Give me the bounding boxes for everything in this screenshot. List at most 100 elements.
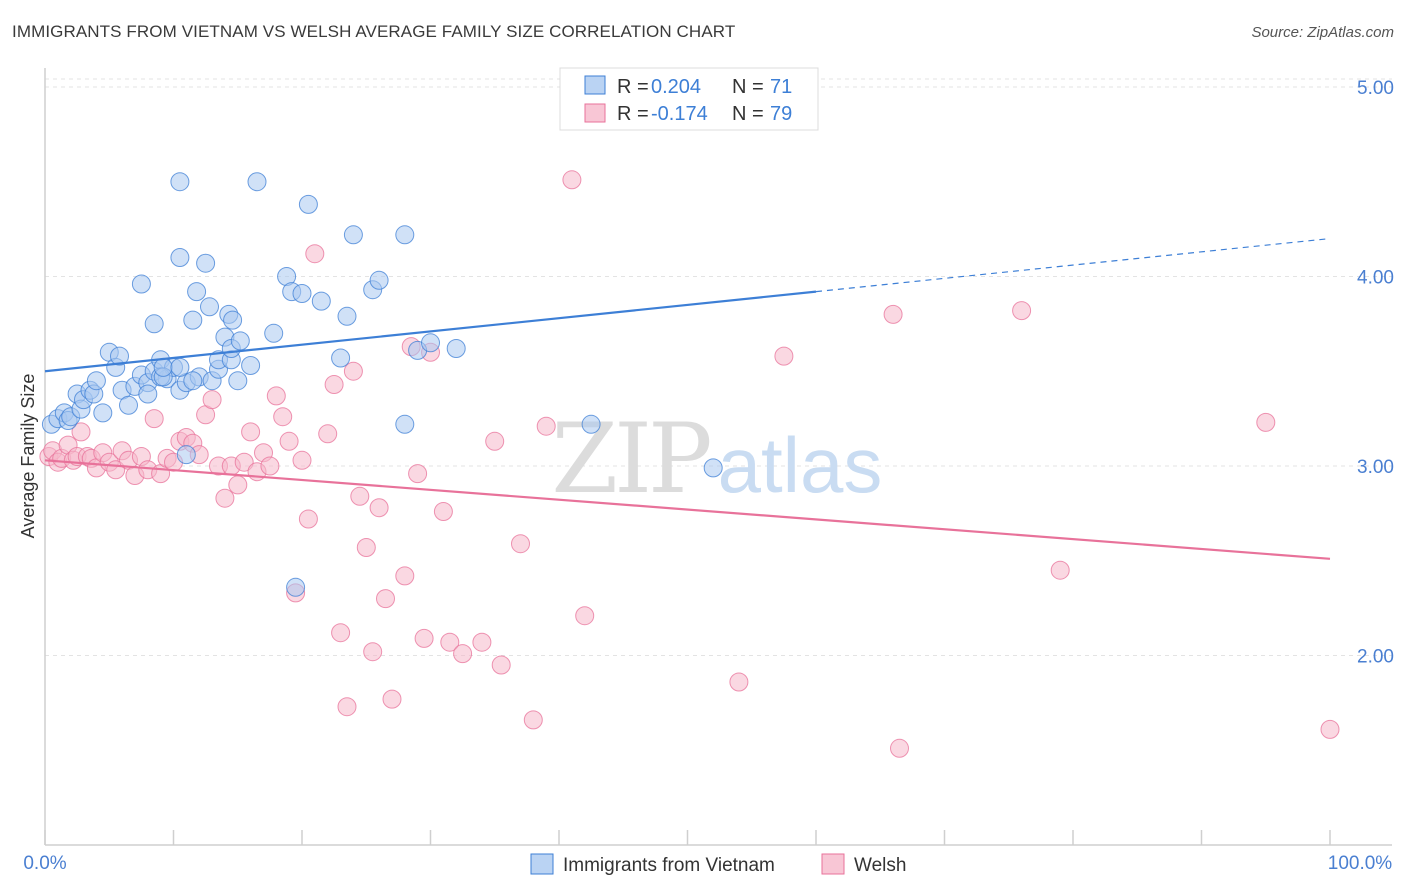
point-welsh [485, 431, 505, 451]
point-vietnam [187, 282, 207, 302]
point-welsh [234, 452, 254, 472]
watermark-atlas: atlas [718, 421, 883, 509]
legend-r-label-welsh: R = [617, 103, 649, 125]
point-welsh [343, 361, 363, 381]
point-welsh [774, 346, 794, 366]
legend-r-label-vietnam: R = [617, 76, 649, 98]
point-welsh [382, 689, 402, 709]
point-vietnam [446, 339, 466, 358]
point-welsh [318, 424, 338, 444]
point-welsh [350, 486, 370, 506]
point-vietnam [170, 357, 190, 377]
watermark: ZIP atlas [551, 403, 882, 515]
point-welsh [215, 488, 235, 508]
point-welsh [453, 644, 473, 664]
point-welsh [331, 623, 351, 643]
point-vietnam [228, 371, 248, 391]
legend-swatch-vietnam [584, 75, 606, 95]
point-vietnam [581, 414, 601, 434]
point-vietnam [337, 306, 357, 326]
point-vietnam [144, 314, 164, 334]
point-vietnam [119, 395, 138, 415]
point-vietnam [369, 270, 389, 290]
stats-legend: R = 0.204 N = 71 R = -0.174 N = 79 [559, 67, 819, 131]
point-welsh [440, 632, 460, 652]
trend-line-vietnam-extension [815, 237, 1331, 293]
point-welsh [144, 409, 164, 429]
y-axis-label: Average Family Size [18, 374, 38, 539]
point-vietnam [183, 310, 203, 330]
trend-line-welsh [44, 459, 1331, 560]
point-welsh [562, 170, 582, 190]
point-vietnam [153, 357, 173, 377]
point-welsh [363, 642, 383, 662]
point-vietnam [298, 194, 318, 214]
point-welsh [260, 456, 280, 476]
x-tick-label-min: 0.0% [23, 853, 66, 874]
x-tick-label-max: 100.0% [1328, 853, 1393, 874]
point-welsh [298, 509, 318, 529]
y-axis-tick-labels: 2.00 3.00 4.00 5.00 [1357, 78, 1394, 668]
legend-n-value-vietnam: 71 [770, 76, 792, 98]
point-welsh [279, 431, 299, 451]
point-vietnam [200, 297, 219, 317]
legend-n-value-welsh: 79 [770, 103, 792, 125]
x-axis-ticks [44, 830, 1331, 845]
point-vietnam [170, 172, 190, 192]
point-vietnam [170, 248, 190, 267]
point-vietnam [138, 384, 158, 404]
point-welsh [433, 502, 453, 521]
point-vietnam [86, 371, 106, 391]
point-welsh [575, 606, 595, 626]
point-welsh [241, 422, 261, 442]
trend-lines [44, 237, 1331, 560]
point-vietnam [247, 172, 267, 192]
point-welsh [472, 632, 492, 652]
legend-n-label-welsh: N = [732, 103, 764, 125]
point-welsh [408, 464, 428, 484]
point-welsh [523, 710, 543, 730]
point-vietnam [176, 445, 196, 465]
watermark-zip: ZIP [551, 403, 710, 515]
legend-swatch-welsh [584, 103, 606, 123]
point-welsh [491, 655, 511, 675]
point-vietnam [395, 225, 415, 245]
point-welsh [273, 407, 293, 427]
point-welsh [890, 738, 909, 758]
point-welsh [202, 390, 222, 410]
point-vietnam [241, 356, 261, 375]
chart-title: IMMIGRANTS FROM VIETNAM VS WELSH AVERAGE… [12, 22, 736, 41]
y-tick-label: 2.00 [1357, 646, 1394, 667]
point-vietnam [223, 310, 243, 330]
point-vietnam [421, 333, 440, 353]
point-welsh [414, 628, 434, 648]
point-vietnam [183, 371, 203, 391]
bottom-legend-label-welsh: Welsh [854, 855, 906, 876]
point-vietnam [395, 414, 415, 434]
point-vietnam [286, 577, 306, 597]
point-welsh [883, 304, 903, 324]
point-welsh [324, 375, 344, 394]
point-welsh [337, 697, 357, 717]
point-vietnam [703, 458, 723, 478]
point-welsh [71, 422, 91, 442]
point-vietnam [196, 253, 216, 273]
legend-r-value-vietnam: 0.204 [651, 76, 701, 98]
bottom-legend-swatch-welsh [821, 853, 845, 875]
point-vietnam [93, 403, 113, 423]
point-welsh [1256, 412, 1276, 432]
point-welsh [292, 450, 312, 470]
point-welsh [511, 534, 530, 554]
point-vietnam [230, 331, 250, 351]
point-welsh [305, 244, 325, 264]
point-welsh [376, 589, 395, 609]
point-welsh [536, 416, 556, 436]
point-vietnam [110, 346, 129, 366]
point-vietnam [292, 284, 312, 303]
bottom-legend-swatch-vietnam [530, 853, 554, 875]
chart-source: Source: ZipAtlas.com [1251, 24, 1394, 41]
point-welsh [228, 475, 248, 495]
point-welsh [1050, 560, 1070, 580]
bottom-legend-label-vietnam: Immigrants from Vietnam [563, 855, 775, 876]
